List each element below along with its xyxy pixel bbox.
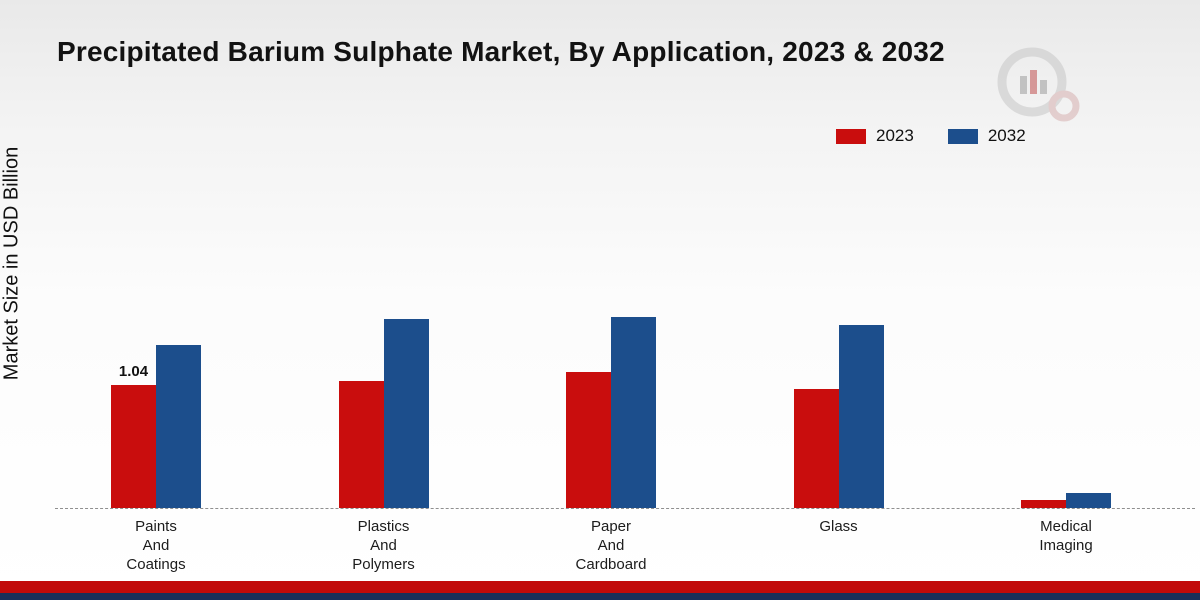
bar-2023-2 (566, 372, 611, 508)
bar-2023-3 (793, 389, 839, 508)
bar-2032-0 (156, 345, 201, 508)
bar-2032-3 (838, 325, 884, 508)
legend-swatch-2032 (947, 128, 978, 144)
footer-navy-band (0, 593, 1200, 600)
bar-2032-1 (383, 319, 429, 508)
legend-item-2023: 2023 (836, 126, 914, 146)
bar-2023-4 (1021, 500, 1066, 508)
logo-bar-1 (1020, 76, 1027, 94)
logo-bar-2 (1030, 70, 1037, 94)
category-label-0: Paints And Coatings (126, 518, 186, 573)
legend-swatch-2023 (836, 128, 866, 144)
logo-bar-3 (1040, 80, 1047, 94)
bar-2023-1 (338, 381, 384, 508)
chart-title: Precipitated Barium Sulphate Market, By … (57, 36, 945, 67)
legend: 2023 2032 (836, 126, 1026, 146)
category-label-2: Paper And Cardboard (575, 518, 647, 573)
legend-label-2032: 2032 (987, 126, 1026, 145)
legend-label-2023: 2023 (876, 126, 914, 145)
category-label-3: Glass (819, 518, 858, 535)
bar-value-label: 1.04 (118, 363, 149, 380)
category-label-1: Plastics And Polymers (352, 518, 415, 573)
footer-red-band (0, 581, 1200, 593)
bar-2032-2 (611, 317, 656, 508)
legend-item-2032: 2032 (947, 126, 1026, 146)
x-axis-baseline (55, 508, 1195, 509)
category-label-4: Medical Imaging (1039, 518, 1093, 554)
market-research-future-logo (997, 47, 1080, 122)
bar-2032-4 (1066, 493, 1111, 508)
bar-2023-0 (111, 385, 156, 508)
